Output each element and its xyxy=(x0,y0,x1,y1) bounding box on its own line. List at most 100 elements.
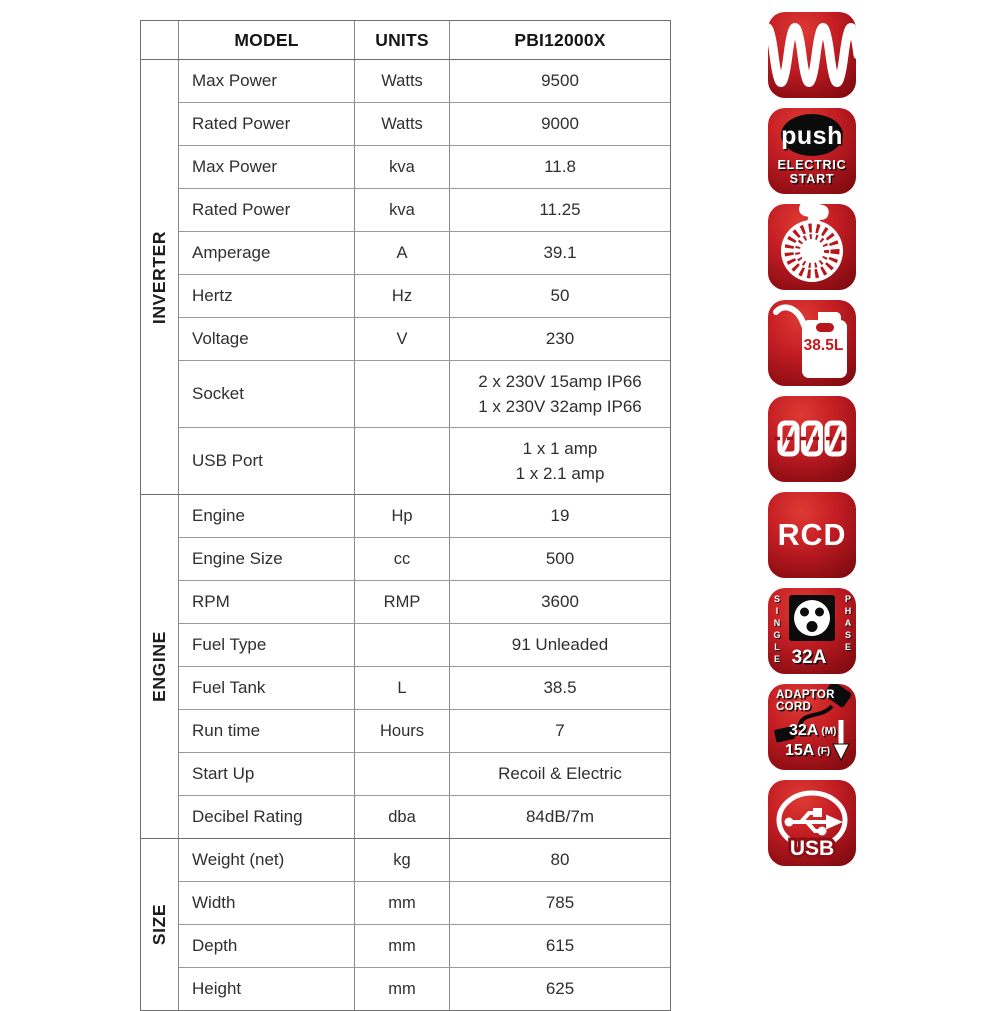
table-row: Voltage V 230 xyxy=(179,317,670,360)
spec-value: 84dB/7m xyxy=(525,807,595,826)
table-row: Weight (net) kg 80 xyxy=(179,839,670,881)
spec-value: 7 xyxy=(555,721,565,740)
spec-name: USB Port xyxy=(179,428,355,494)
spec-units xyxy=(355,361,450,427)
amp-f-suffix: (F) xyxy=(817,746,831,757)
table-row: Amperage A 39.1 xyxy=(179,231,670,274)
spec-value: 38.5 xyxy=(543,678,577,697)
spec-name: Rated Power xyxy=(179,103,355,145)
spec-value: 19 xyxy=(550,506,570,525)
spec-units: mm xyxy=(355,925,450,967)
spec-value-line: 1 x 2.1 amp xyxy=(515,464,605,483)
adaptor-cord-icon: ADAPTOR CORD 32A (M) 15A (F) xyxy=(768,684,856,770)
spec-units: mm xyxy=(355,968,450,1010)
inverter-sine-wave-icon xyxy=(768,12,856,98)
adaptor-32a-male-label: 32A (M) xyxy=(789,722,836,740)
spec-name: RPM xyxy=(179,581,355,623)
push-label: push xyxy=(781,122,843,150)
table-row: Depth mm 615 xyxy=(179,924,670,967)
spec-name: Voltage xyxy=(179,318,355,360)
table-row: Rated Power kva 11.25 xyxy=(179,188,670,231)
spec-name: Hertz xyxy=(179,275,355,317)
spec-value: 500 xyxy=(545,549,575,568)
single-phase-32a-icon: SINGLE PHASE 32A xyxy=(768,588,856,674)
table-row: Max Power kva 11.8 xyxy=(179,145,670,188)
section-label-cell: INVERTER xyxy=(141,60,179,494)
table-row: USB Port 1 x 1 amp 1 x 2.1 amp xyxy=(179,427,670,494)
phase-label: PHASE xyxy=(843,594,853,654)
spec-units: Watts xyxy=(355,103,450,145)
section-size: SIZE Weight (net) kg 80 Width mm 785 Dep… xyxy=(141,838,670,1010)
section-label: SIZE xyxy=(149,903,170,946)
spec-units: mm xyxy=(355,882,450,924)
spec-units: kg xyxy=(355,839,450,881)
spec-units: Watts xyxy=(355,60,450,102)
adaptor-label: ADAPTOR xyxy=(776,689,835,701)
section-engine: ENGINE Engine Hp 19 Engine Size cc 500 R… xyxy=(141,494,670,838)
spec-value-line: 2 x 230V 15amp IP66 xyxy=(478,371,642,391)
header-corner-cell xyxy=(141,21,179,59)
spec-value: 50 xyxy=(550,286,570,305)
fuel-tank-capacity-icon: 38.5L xyxy=(768,300,856,386)
spec-units: cc xyxy=(355,538,450,580)
header-model-number: PBI12000X xyxy=(514,29,606,50)
header-model: MODEL xyxy=(179,21,355,59)
recoil-start-icon xyxy=(768,204,856,290)
spec-units xyxy=(355,624,450,666)
table-row: Height mm 625 xyxy=(179,967,670,1010)
spec-value: 2 x 230V 15amp IP66 1 x 230V 32amp IP66 xyxy=(450,361,670,427)
spec-units: dba xyxy=(355,796,450,838)
table-row: Fuel Tank L 38.5 xyxy=(179,666,670,709)
table-row: Engine Hp 19 xyxy=(179,495,670,537)
spec-value: 3600 xyxy=(541,592,579,611)
spec-name: Decibel Rating xyxy=(179,796,355,838)
section-label: INVERTER xyxy=(149,230,170,324)
table-header-row: MODEL UNITS PBI12000X xyxy=(141,21,670,60)
table-row: Fuel Type 91 Unleaded xyxy=(179,623,670,666)
spec-name: Rated Power xyxy=(179,189,355,231)
spec-value: 230 xyxy=(545,329,575,348)
single-label: SINGLE xyxy=(772,594,782,666)
spec-value: 9000 xyxy=(541,114,579,133)
amp-m: 32A xyxy=(789,722,819,739)
spec-table: MODEL UNITS PBI12000X INVERTER Max Power… xyxy=(140,20,671,1011)
spec-name: Engine xyxy=(179,495,355,537)
spec-value: 1 x 1 amp 1 x 2.1 amp xyxy=(450,428,670,494)
table-row: Hertz Hz 50 xyxy=(179,274,670,317)
rcd-label: RCD xyxy=(777,517,847,552)
spec-value: 91 Unleaded xyxy=(511,635,609,654)
table-row: Width mm 785 xyxy=(179,881,670,924)
spec-units: V xyxy=(355,318,450,360)
section-label: ENGINE xyxy=(149,631,170,702)
spec-units: Hp xyxy=(355,495,450,537)
spec-units: Hours xyxy=(355,710,450,752)
spec-value-line: 1 x 1 amp xyxy=(522,438,598,458)
spec-units: kva xyxy=(355,189,450,231)
spec-units: Hz xyxy=(355,275,450,317)
spec-value-line: 1 x 230V 32amp IP66 xyxy=(478,397,642,416)
spec-value: 80 xyxy=(550,850,570,869)
spec-name: Engine Size xyxy=(179,538,355,580)
spec-units: L xyxy=(355,667,450,709)
table-row: Decibel Rating dba 84dB/7m xyxy=(179,795,670,838)
spec-value: 785 xyxy=(545,893,575,912)
table-row: Run time Hours 7 xyxy=(179,709,670,752)
table-row: Max Power Watts 9500 xyxy=(179,60,670,102)
spec-name: Weight (net) xyxy=(179,839,355,881)
table-row: Rated Power Watts 9000 xyxy=(179,102,670,145)
fuel-capacity-label: 38.5L xyxy=(803,337,844,354)
spec-units: RMP xyxy=(355,581,450,623)
spec-name: Amperage xyxy=(179,232,355,274)
spec-units: kva xyxy=(355,146,450,188)
spec-name: Max Power xyxy=(179,146,355,188)
spec-name: Start Up xyxy=(179,753,355,795)
electric-label: ELECTRIC xyxy=(777,158,847,172)
table-row: Socket 2 x 230V 15amp IP66 1 x 230V 32am… xyxy=(179,360,670,427)
spec-name: Socket xyxy=(179,361,355,427)
hour-counter-icon xyxy=(768,396,856,482)
spec-name: Run time xyxy=(179,710,355,752)
spec-value: 11.8 xyxy=(544,157,576,176)
adaptor-15a-female-label: 15A (F) xyxy=(785,742,830,760)
spec-value: Recoil & Electric xyxy=(498,764,622,783)
cord-label: CORD xyxy=(776,701,812,713)
